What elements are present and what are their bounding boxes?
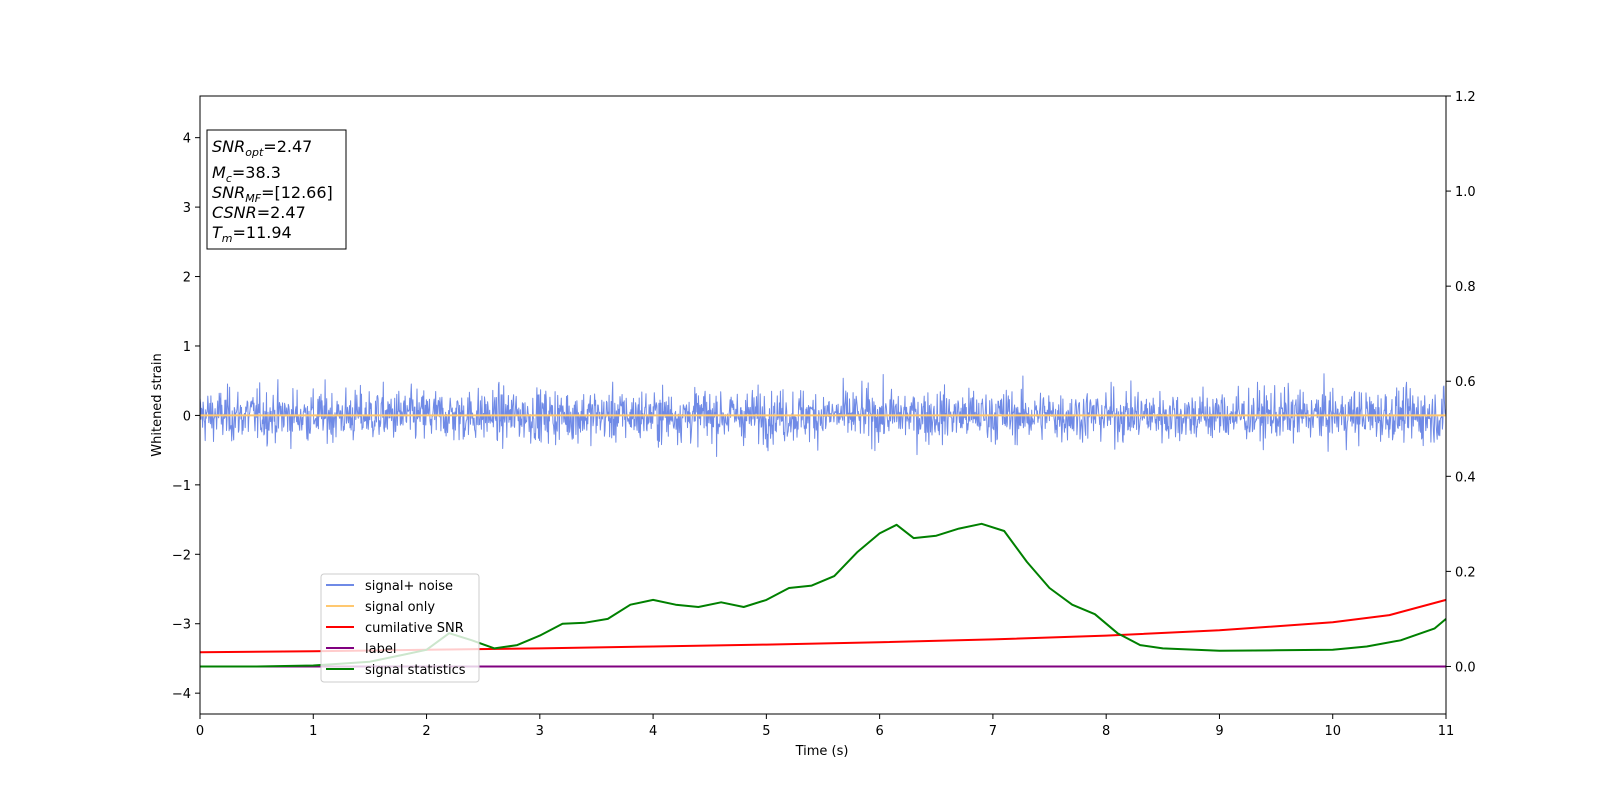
plot-frame <box>199 95 1447 715</box>
x-tick-label: 11 <box>1438 724 1455 739</box>
ticks-layer: 0 1 2 3 4 5 6 7 8 9 10 11 −4 −3 −2 −1 0 1 2 3 4 0.0 0.2 0.4 0.6 0… <box>172 90 1476 739</box>
y-left-tick-label: −1 <box>172 479 191 494</box>
legend-label-signal-only: signal only <box>365 600 435 615</box>
x-tick-label: 5 <box>762 724 770 739</box>
y-axis-label: Whitened strain <box>150 353 165 456</box>
y-right-tick-label: 0.6 <box>1455 375 1476 390</box>
y-right-tick-label: 1.0 <box>1455 185 1476 200</box>
x-tick-label: 6 <box>875 724 883 739</box>
x-tick-label: 3 <box>536 724 544 739</box>
y-left-tick-label: −4 <box>172 687 191 702</box>
y-right-tick-label: 0.4 <box>1455 470 1476 485</box>
legend-label-cumulative-snr: cumilative SNR <box>365 621 464 636</box>
legend-label-signal-noise: signal+ noise <box>365 579 453 594</box>
x-tick-label: 1 <box>309 724 317 739</box>
legend-label-signal-statistics: signal statistics <box>365 663 466 678</box>
y-right-tick-label: 0.8 <box>1455 280 1476 295</box>
x-tick-label: 8 <box>1102 724 1110 739</box>
x-tick-label: 7 <box>989 724 997 739</box>
series-line-signal-statistics <box>200 522 1447 668</box>
x-tick-label: 0 <box>196 724 204 739</box>
y-left-tick-label: 4 <box>183 132 191 147</box>
legend-label-label: label <box>365 642 396 657</box>
series-line-signal-noise <box>199 373 1447 457</box>
x-tick-label: 2 <box>422 724 430 739</box>
info-tm: Tm=11.94 <box>212 223 292 245</box>
info-csnr: CSNR=2.47 <box>212 203 306 222</box>
info-snr-mf: SNRMF=[12.66] <box>212 183 333 205</box>
legend: signal+ noise signal only cumilative SNR… <box>320 573 480 683</box>
y-left-tick-label: −2 <box>172 548 191 563</box>
x-tick-label: 10 <box>1324 724 1341 739</box>
y-left-tick-label: 3 <box>183 201 191 216</box>
legend-frame <box>320 573 480 683</box>
x-tick-label: 4 <box>649 724 657 739</box>
y-left-tick-label: 2 <box>183 271 191 286</box>
y-right-tick-label: 0.2 <box>1455 565 1476 580</box>
info-snr-opt: SNRopt=2.47 <box>212 137 312 159</box>
y-left-tick-label: 0 <box>183 409 191 424</box>
y-right-tick-label: 0.0 <box>1455 660 1476 675</box>
y-left-tick-label: −3 <box>172 618 191 633</box>
info-box-frame <box>206 129 347 250</box>
y-right-tick-label: 1.2 <box>1455 90 1476 105</box>
x-axis-label: Time (s) <box>795 744 849 759</box>
y-left-tick-label: 1 <box>183 340 191 355</box>
info-box: SNRopt=2.47 Mc=38.3 SNRMF=[12.66] CSNR=2… <box>206 129 347 250</box>
info-mc: Mc=38.3 <box>212 163 281 185</box>
x-tick-label: 9 <box>1215 724 1223 739</box>
